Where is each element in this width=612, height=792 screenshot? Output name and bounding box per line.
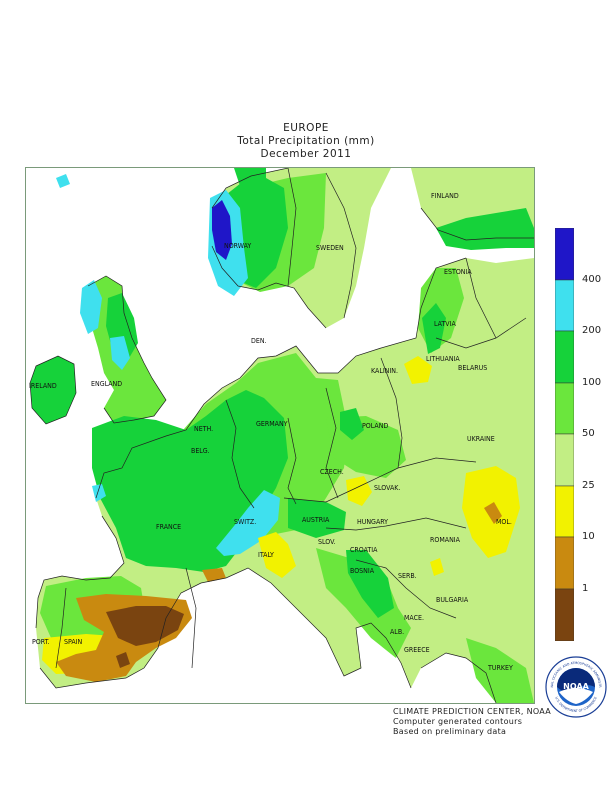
legend-swatch-50-100 xyxy=(555,382,574,435)
legend-label-10: 10 xyxy=(582,531,595,542)
label-france: FRANCE xyxy=(156,523,181,531)
credit-source: CLIMATE PREDICTION CENTER, NOAA xyxy=(393,707,552,716)
label-estonia: ESTONIA xyxy=(444,268,472,276)
label-turkey: TURKEY xyxy=(487,664,513,672)
legend-swatch-400plus xyxy=(555,228,574,281)
country-labels: FINLAND NORWAY SWEDEN ESTONIA LATVIA LIT… xyxy=(29,192,513,672)
noaa-logo-icon: NOAA NATIONAL OCEANIC AND ATMOSPHERIC AD… xyxy=(545,656,607,718)
legend-swatch-1-10 xyxy=(555,536,574,590)
label-portugal: PORT. xyxy=(32,638,50,646)
legend-swatch-10-25 xyxy=(555,485,574,538)
label-finland: FINLAND xyxy=(431,192,459,200)
legend-label-25: 25 xyxy=(582,480,595,491)
label-kalinin: KALININ. xyxy=(371,367,398,375)
label-macedonia: MACE. xyxy=(404,614,424,622)
legend-label-50: 50 xyxy=(582,428,595,439)
borders xyxy=(29,168,534,703)
legend-swatch-200-400 xyxy=(555,279,574,332)
label-spain: SPAIN xyxy=(64,638,83,646)
label-czech: CZECH. xyxy=(320,468,344,476)
label-poland: POLAND xyxy=(362,422,388,430)
label-latvia: LATVIA xyxy=(434,320,456,328)
label-sweden: SWEDEN xyxy=(316,244,344,252)
legend-colorbar xyxy=(555,228,574,641)
label-england: ENGLAND xyxy=(91,380,122,388)
label-denmark: DEN. xyxy=(251,337,267,345)
ireland-land xyxy=(30,356,76,424)
label-belgium: BELG. xyxy=(191,447,210,455)
title-period: December 2011 xyxy=(260,148,352,160)
label-greece: GREECE xyxy=(404,646,430,654)
label-germany: GERMANY xyxy=(256,420,288,428)
band-400plus xyxy=(212,200,232,260)
label-ireland: IRELAND xyxy=(29,382,57,390)
label-belarus: BELARUS xyxy=(458,364,487,372)
label-ukraine: UKRAINE xyxy=(467,435,495,443)
label-slovakia: SLOVAK. xyxy=(374,484,400,492)
label-netherlands: NETH. xyxy=(194,425,213,433)
map-title-block: EUROPE Total Precipitation (mm) December… xyxy=(0,122,612,161)
label-slovenia: SLOV. xyxy=(318,538,336,546)
title-variable: Total Precipitation (mm) xyxy=(237,135,375,147)
legend-swatch-25-50 xyxy=(555,433,574,487)
credit-data-note: Based on preliminary data xyxy=(393,727,507,736)
credit-method: Computer generated contours xyxy=(393,717,523,726)
label-norway: NORWAY xyxy=(224,242,251,250)
legend-label-1: 1 xyxy=(582,583,589,594)
label-albania: ALB. xyxy=(390,628,404,636)
label-switzerland: SWITZ. xyxy=(234,518,256,526)
band-below-1 xyxy=(106,606,184,668)
legend-swatch-100-200 xyxy=(555,330,574,384)
label-austria: AUSTRIA xyxy=(302,516,330,524)
title-region: EUROPE xyxy=(283,122,329,134)
label-bosnia: BOSNIA xyxy=(350,567,375,575)
label-lithuania: LITHUANIA xyxy=(426,355,460,363)
label-romania: ROMANIA xyxy=(430,536,461,544)
label-croatia: CROATIA xyxy=(350,546,378,554)
legend-swatch-below-1 xyxy=(555,588,574,641)
precipitation-map: FINLAND NORWAY SWEDEN ESTONIA LATVIA LIT… xyxy=(25,167,535,704)
label-hungary: HUNGARY xyxy=(357,518,388,526)
label-italy: ITALY xyxy=(258,551,274,559)
label-moldova: MOL. xyxy=(496,518,512,526)
legend-label-200: 200 xyxy=(582,325,602,336)
label-bulgaria: BULGARIA xyxy=(436,596,469,604)
noaa-logo-text: NOAA xyxy=(563,682,589,691)
legend-label-100: 100 xyxy=(582,377,602,388)
legend-label-400: 400 xyxy=(582,274,602,285)
label-serbia: SERB. xyxy=(398,572,417,580)
credits: CLIMATE PREDICTION CENTER, NOAA Computer… xyxy=(393,707,551,737)
